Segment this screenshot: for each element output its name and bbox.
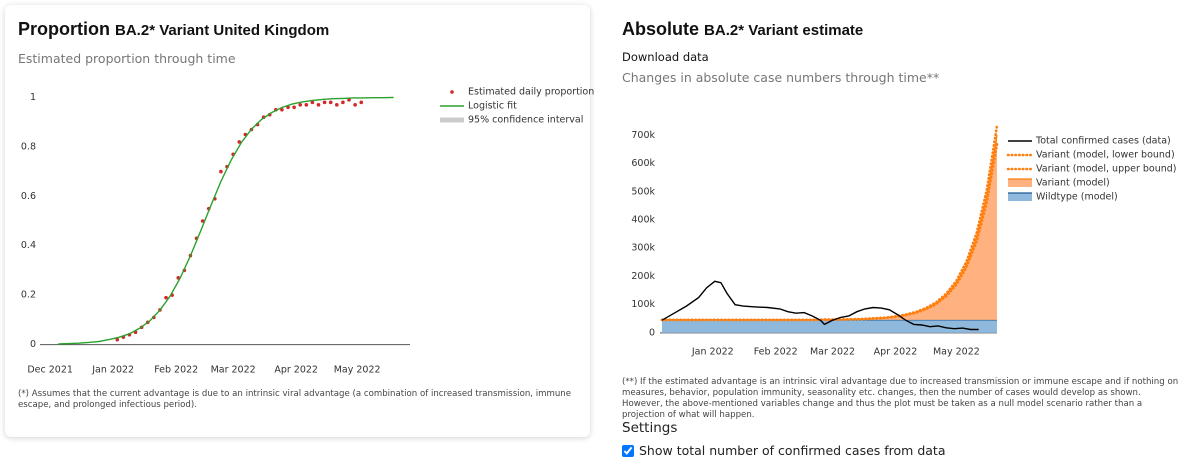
data-point (322, 100, 327, 105)
y-tick-label: 0.4 (21, 240, 36, 251)
y-tick-label: 400k (631, 214, 655, 225)
x-tick-label: Mar 2022 (810, 347, 855, 358)
legend-label: Wildtype (model) (1036, 192, 1118, 203)
series-area (662, 319, 997, 333)
data-point (328, 100, 333, 105)
y-tick-label: 0.2 (21, 290, 36, 301)
x-tick-label: Apr 2022 (874, 347, 918, 358)
proportion-card (5, 5, 590, 437)
settings-option[interactable]: Show total number of confirmed cases fro… (622, 443, 946, 458)
series-line (661, 280, 979, 331)
data-point (304, 103, 309, 107)
x-tick-label: Feb 2022 (754, 347, 798, 358)
subtitle: Estimated proportion through time (18, 51, 236, 66)
y-tick-label: 100k (631, 299, 655, 310)
download-link[interactable]: Download data (622, 50, 709, 64)
x-tick-label: May 2022 (933, 347, 980, 358)
y-tick-label: 700k (631, 130, 655, 141)
legend-label: Variant (model, lower bound) (1036, 150, 1175, 161)
legend-symbol (1008, 179, 1032, 187)
legend-symbol (450, 90, 454, 94)
x-tick-label: Dec 2021 (27, 365, 73, 376)
data-point (115, 337, 120, 342)
legend-label: Variant (model) (1036, 178, 1110, 189)
panel-title: Proportion BA.2* Variant United Kingdom (18, 19, 329, 40)
y-tick-label: 0 (649, 327, 655, 338)
x-tick-label: Feb 2022 (154, 365, 198, 376)
y-tick-label: 0.6 (21, 191, 36, 202)
x-tick-label: Jan 2022 (91, 365, 134, 376)
title-detail: BA.2* Variant United Kingdom (115, 22, 330, 39)
series-line (58, 96, 394, 345)
title-main: Absolute (622, 19, 700, 39)
data-point (200, 219, 205, 223)
legend-symbol (1008, 193, 1032, 201)
bound-line (660, 124, 999, 322)
y-tick-label: 300k (631, 243, 655, 254)
y-tick-label: 0.8 (21, 141, 36, 152)
legend-label: Logistic fit (468, 101, 517, 112)
y-tick-label: 200k (631, 271, 655, 282)
y-tick-label: 1 (30, 92, 36, 103)
checkbox[interactable] (622, 444, 634, 457)
data-point (292, 105, 296, 110)
data-point (341, 100, 345, 105)
option-label: Show total number of confirmed cases fro… (639, 443, 946, 458)
x-tick-label: Jan 2022 (691, 347, 734, 358)
legend-label: 95% confidence interval (468, 115, 583, 126)
settings-heading: Settings (622, 420, 678, 436)
data-point (335, 103, 339, 107)
title-main: Proportion (18, 19, 110, 39)
data-point (280, 107, 284, 112)
series-area (662, 135, 997, 320)
subtitle: Changes in absolute case numbers through… (622, 70, 940, 85)
x-tick-label: Apr 2022 (274, 365, 318, 376)
data-point (316, 103, 321, 107)
data-point (164, 295, 168, 300)
y-tick-label: 500k (631, 186, 655, 197)
footnote: (**) If the estimated advantage is an in… (622, 377, 1179, 420)
x-tick-label: Mar 2022 (211, 365, 256, 376)
data-point (219, 169, 223, 174)
data-point (310, 100, 315, 105)
legend-label: Variant (model, upper bound) (1036, 164, 1177, 175)
data-point (237, 140, 242, 144)
data-point (298, 103, 303, 107)
y-tick-label: 600k (631, 158, 655, 169)
panel-title: Absolute BA.2* Variant estimate (622, 19, 863, 40)
x-tick-label: May 2022 (334, 365, 381, 376)
legend-label: Total confirmed cases (data) (1035, 136, 1171, 147)
y-tick-label: 0 (30, 339, 36, 350)
title-detail: BA.2* Variant estimate (704, 22, 864, 39)
legend-label: Estimated daily proportion (468, 87, 594, 98)
footnote: (*) Assumes that the current advantage i… (18, 389, 572, 410)
data-point (347, 98, 351, 102)
data-point (359, 100, 364, 105)
data-point (353, 103, 357, 107)
